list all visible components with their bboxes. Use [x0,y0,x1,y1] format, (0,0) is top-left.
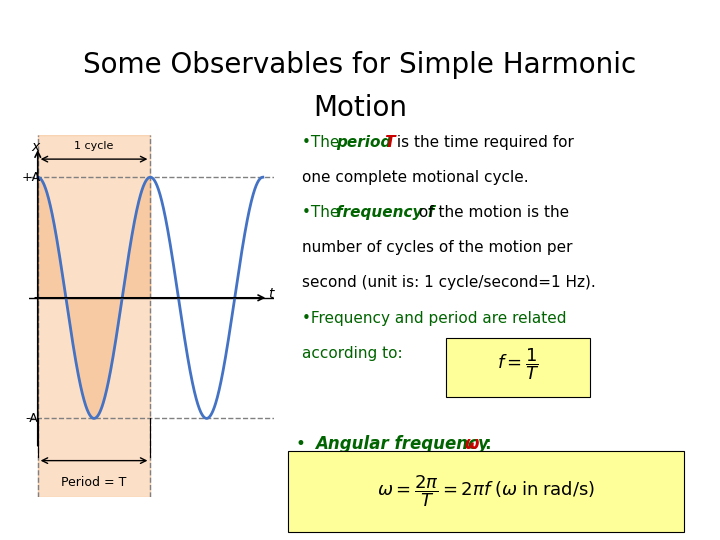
Text: Some Observables for Simple Harmonic: Some Observables for Simple Harmonic [84,51,636,79]
Text: Period = T: Period = T [61,476,127,489]
Text: T: T [380,135,396,150]
Text: •The: •The [302,205,345,220]
Text: $\omega = \dfrac{2\pi}{T} = 2\pi f \; (\omega \; \mathrm{in \; rad/s})$: $\omega = \dfrac{2\pi}{T} = 2\pi f \; (\… [377,474,595,509]
Text: x: x [31,140,39,154]
Text: second (unit is: 1 cycle/second=1 Hz).: second (unit is: 1 cycle/second=1 Hz). [302,275,596,291]
Text: •The: •The [302,135,345,150]
Text: t: t [268,287,274,301]
Text: is the time required for: is the time required for [392,135,574,150]
Text: -A: -A [25,412,38,425]
Text: according to:: according to: [302,346,403,361]
Text: number of cycles of the motion per: number of cycles of the motion per [302,240,573,255]
Bar [37,135,150,497]
FancyBboxPatch shape [446,338,590,397]
Text: +A: +A [22,171,41,184]
Text: frequency f: frequency f [336,205,435,220]
Text: Angular frequency: Angular frequency [315,435,495,453]
Text: Motion: Motion [313,94,407,122]
Text: of the motion is the: of the motion is the [414,205,569,220]
Text: $f = \dfrac{1}{T}$: $f = \dfrac{1}{T}$ [497,347,540,382]
Text: •Frequency and period are related: •Frequency and period are related [302,310,567,326]
FancyBboxPatch shape [288,451,684,532]
Text: :: : [485,435,491,453]
Text: •: • [295,435,305,453]
Text: ω: ω [464,435,479,453]
Text: 1 cycle: 1 cycle [74,141,114,151]
Text: period: period [336,135,392,150]
Text: one complete motional cycle.: one complete motional cycle. [302,170,529,185]
